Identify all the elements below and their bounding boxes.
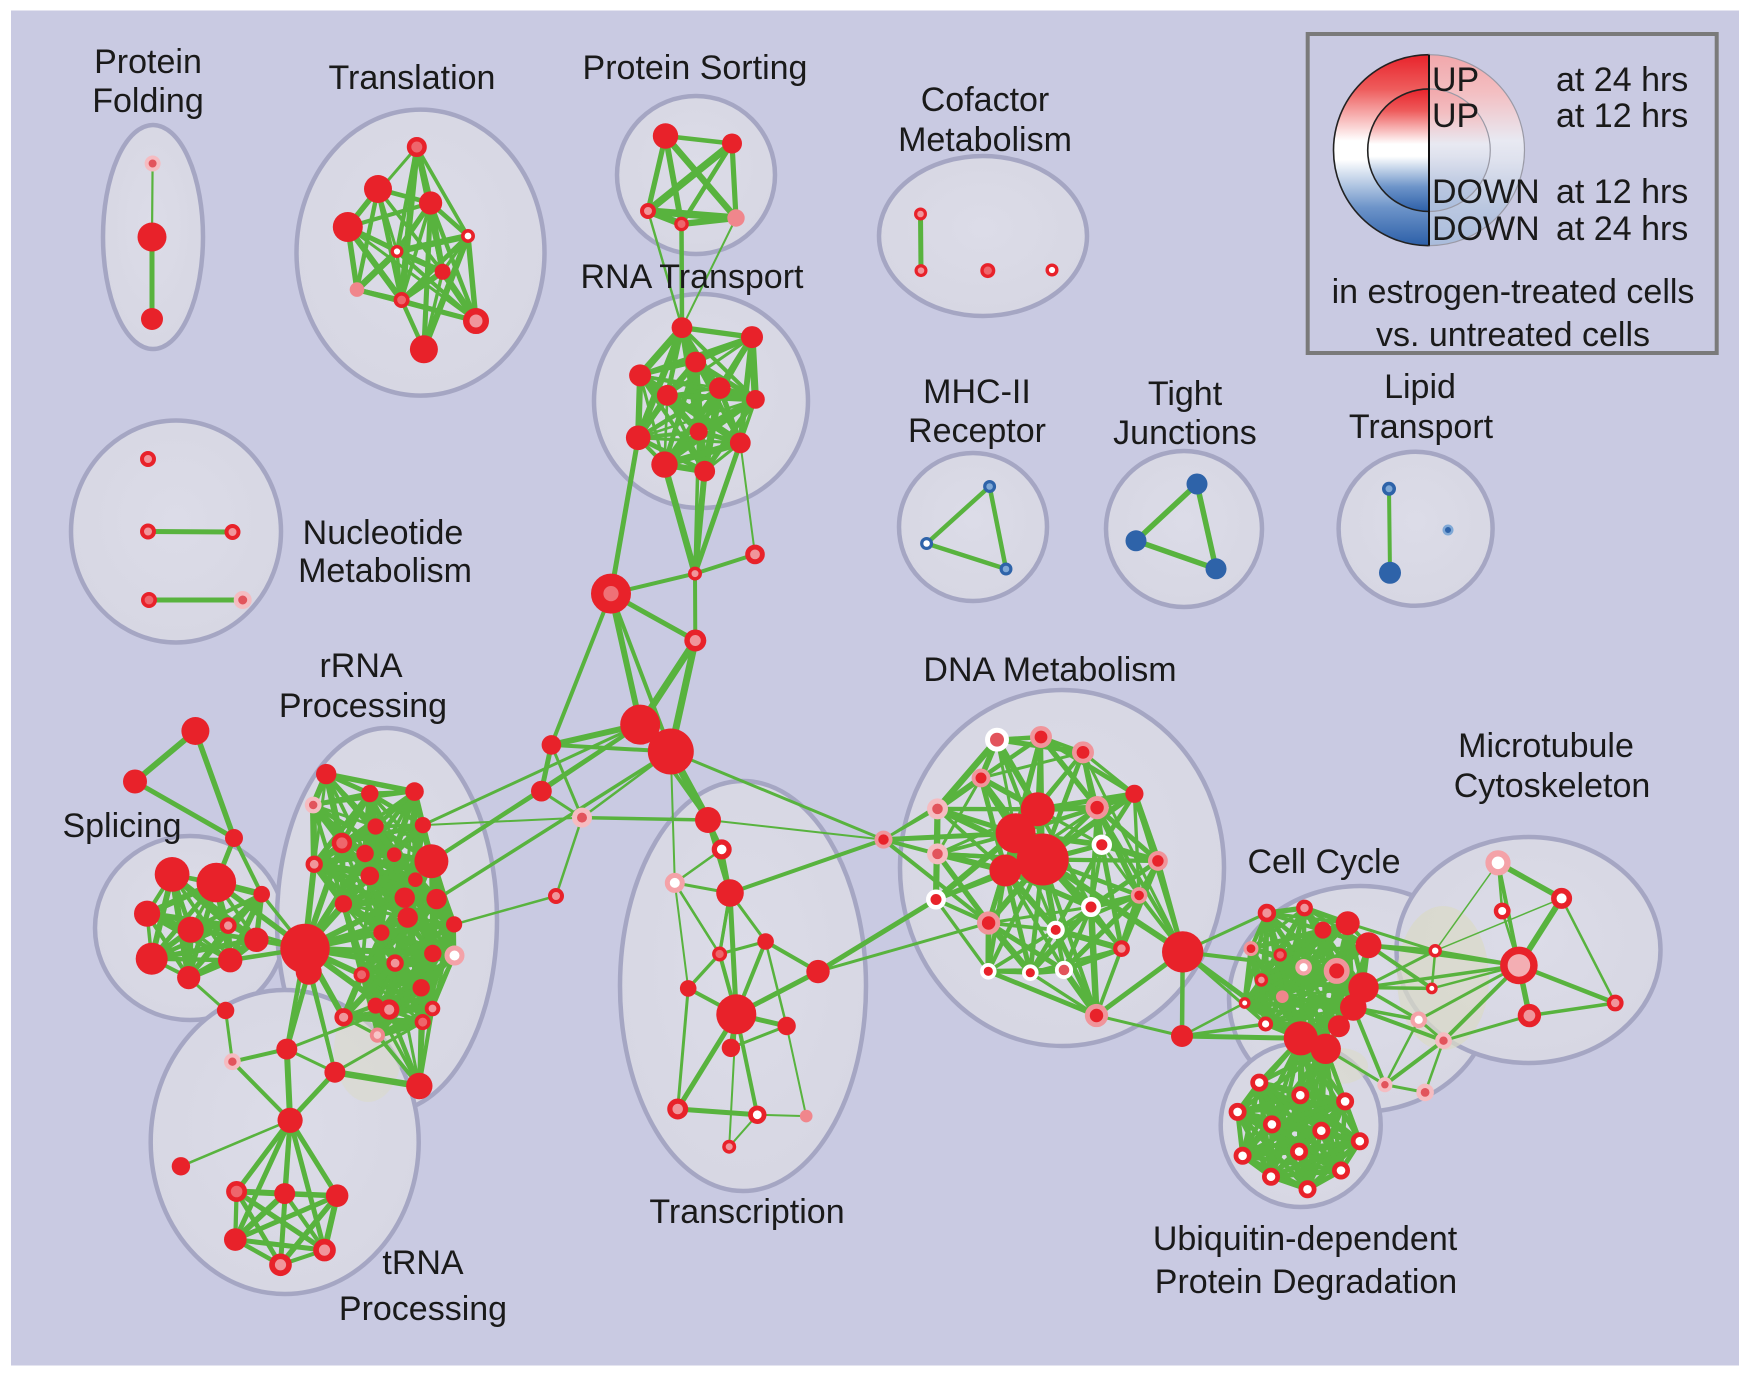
svg-text:Microtubule: Microtubule — [1458, 727, 1634, 765]
svg-text:at 12 hrs: at 12 hrs — [1556, 173, 1688, 211]
svg-text:RNA Transport: RNA Transport — [581, 258, 805, 296]
svg-text:Lipid: Lipid — [1384, 368, 1456, 406]
svg-text:rRNA: rRNA — [319, 647, 402, 685]
svg-text:Nucleotide: Nucleotide — [303, 514, 464, 552]
svg-text:vs. untreated cells: vs. untreated cells — [1376, 316, 1650, 354]
svg-text:Processing: Processing — [339, 1290, 507, 1328]
svg-text:Protein: Protein — [94, 43, 202, 81]
svg-text:Transport: Transport — [1349, 408, 1494, 446]
svg-text:Protein Sorting: Protein Sorting — [583, 49, 808, 87]
svg-text:Protein Degradation: Protein Degradation — [1155, 1263, 1457, 1301]
svg-text:Translation: Translation — [329, 59, 496, 97]
svg-text:Cytoskeleton: Cytoskeleton — [1454, 767, 1651, 805]
svg-text:Metabolism: Metabolism — [898, 121, 1072, 159]
svg-text:Cell Cycle: Cell Cycle — [1247, 843, 1400, 881]
svg-text:UP: UP — [1432, 97, 1479, 135]
svg-text:Splicing: Splicing — [62, 807, 181, 845]
svg-text:UP: UP — [1432, 61, 1479, 99]
svg-text:Junctions: Junctions — [1113, 414, 1257, 452]
svg-text:at 24 hrs: at 24 hrs — [1556, 210, 1688, 248]
svg-text:tRNA: tRNA — [382, 1244, 464, 1282]
svg-text:Ubiquitin-dependent: Ubiquitin-dependent — [1153, 1220, 1458, 1258]
svg-text:DNA Metabolism: DNA Metabolism — [923, 651, 1176, 689]
svg-text:DOWN: DOWN — [1432, 173, 1540, 211]
svg-text:Tight: Tight — [1148, 375, 1223, 413]
svg-text:in estrogen-treated cells: in estrogen-treated cells — [1332, 273, 1695, 311]
svg-text:at 12 hrs: at 12 hrs — [1556, 97, 1688, 135]
svg-text:Metabolism: Metabolism — [298, 552, 472, 590]
svg-text:Cofactor: Cofactor — [921, 81, 1050, 119]
svg-text:Folding: Folding — [92, 82, 204, 120]
svg-text:at 24 hrs: at 24 hrs — [1556, 61, 1688, 99]
svg-text:DOWN: DOWN — [1432, 210, 1540, 248]
svg-text:Receptor: Receptor — [908, 412, 1046, 450]
svg-text:Transcription: Transcription — [649, 1193, 844, 1231]
svg-text:Processing: Processing — [279, 687, 447, 725]
svg-text:MHC-II: MHC-II — [923, 373, 1031, 411]
